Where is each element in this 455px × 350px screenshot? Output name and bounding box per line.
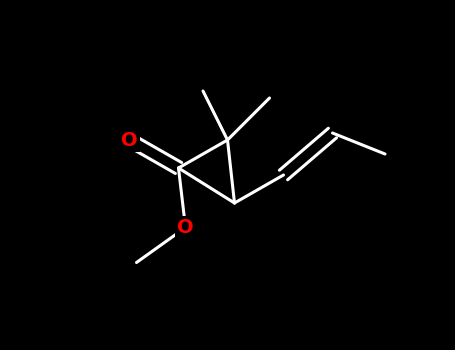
Text: O: O — [121, 131, 138, 149]
Text: O: O — [177, 218, 194, 237]
